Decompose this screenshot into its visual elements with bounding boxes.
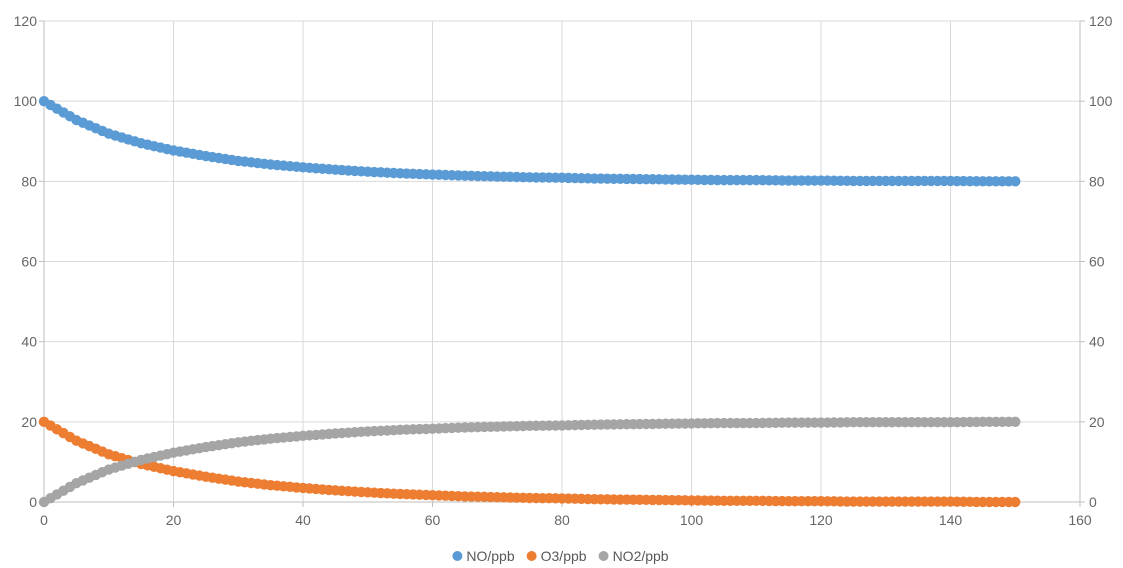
legend-item: O3/ppb [526,548,587,564]
y-tick-label: 0 [29,494,37,510]
legend-marker [452,551,463,561]
data-point [1010,416,1021,428]
secondary-y-tick-label: 100 [1089,93,1113,109]
legend: NO/ppb O3/ppb NO2/ppb [452,548,669,564]
x-tick-label: 40 [295,512,311,528]
legend-label: NO2/ppb [613,548,669,564]
y-tick-label: 120 [14,13,38,29]
y-tick-label: 40 [21,334,37,350]
data-point [1010,176,1021,187]
legend-item: NO2/ppb [598,548,669,564]
legend-label: O3/ppb [541,548,587,564]
x-tick-label: 100 [680,512,704,528]
legend-label: NO/ppb [466,548,514,564]
series-layer [38,95,1021,508]
legend-marker [526,551,537,561]
x-tick-label: 60 [425,512,441,528]
legend-item: NO/ppb [452,548,515,564]
secondary-y-tick-label: 120 [1089,13,1113,29]
secondary-y-tick-label: 80 [1089,173,1105,189]
y-tick-label: 20 [21,414,37,430]
secondary-y-tick-label: 60 [1089,254,1105,270]
x-tick-label: 160 [1068,512,1092,528]
x-tick-label: 120 [809,512,833,528]
secondary-y-tick-label: 40 [1089,334,1105,350]
secondary-y-tick-label: 0 [1089,494,1097,510]
y-tick-label: 60 [21,254,37,270]
x-tick-label: 80 [554,512,570,528]
series-o3-ppb [38,416,1021,508]
legend-marker [598,551,609,561]
y-tick-label: 100 [14,93,38,109]
series-no-ppb [38,95,1021,187]
x-tick-label: 0 [40,512,48,528]
x-tick-label: 20 [166,512,182,528]
series-no2-ppb [38,416,1021,508]
x-tick-label: 140 [939,512,963,528]
data-point [1010,496,1021,508]
y-tick-label: 80 [21,173,37,189]
secondary-y-tick-label: 20 [1089,414,1105,430]
